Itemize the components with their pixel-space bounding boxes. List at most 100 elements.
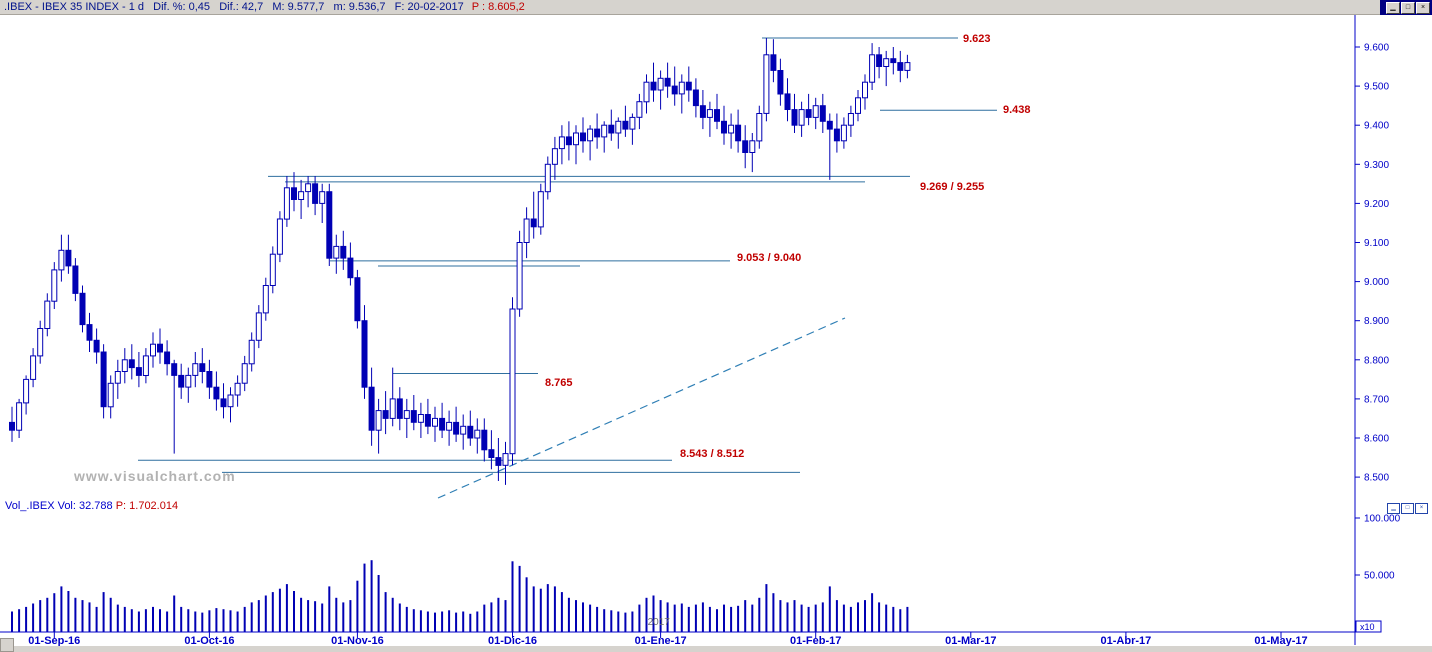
candle-body xyxy=(319,191,326,204)
candle xyxy=(403,398,410,438)
candle-body xyxy=(883,58,890,68)
candle-body xyxy=(495,457,502,466)
candle xyxy=(685,66,692,102)
candle-body xyxy=(481,429,488,451)
candle xyxy=(248,332,255,372)
candle xyxy=(601,121,608,153)
volume-bar xyxy=(687,606,690,632)
volume-bar xyxy=(412,609,415,632)
candle xyxy=(368,367,375,446)
candle-body xyxy=(135,367,142,376)
candle xyxy=(509,297,516,466)
volume-bar xyxy=(264,595,267,632)
volume-bar xyxy=(511,561,514,632)
volume-bar xyxy=(123,606,126,632)
candle xyxy=(770,39,777,83)
candle xyxy=(432,406,438,442)
volume-bar xyxy=(546,584,549,632)
candle-body xyxy=(23,378,30,404)
volume-bar xyxy=(314,601,317,632)
candle-body xyxy=(869,54,876,83)
volume-bar xyxy=(194,611,197,632)
candle xyxy=(262,277,269,321)
volume-bar xyxy=(857,602,859,632)
candle-body xyxy=(30,355,37,380)
candle-body xyxy=(16,402,23,431)
price-tick-label: 9.000 xyxy=(1364,277,1389,288)
volume-bar xyxy=(575,600,577,632)
candle xyxy=(424,398,431,435)
candle xyxy=(862,74,868,110)
volume-bar xyxy=(419,610,422,632)
volume-bar xyxy=(81,600,84,632)
volume-label: Vol_.IBEX Vol: 32.788 xyxy=(5,500,113,512)
volume-maximize-button[interactable]: □ xyxy=(1401,503,1414,514)
candle-body xyxy=(516,242,523,310)
candle-body xyxy=(826,120,833,130)
candle-body xyxy=(326,191,333,259)
candle xyxy=(742,125,749,169)
volume-bar xyxy=(553,586,556,632)
volume-bar xyxy=(137,611,140,632)
volume-bar xyxy=(215,608,218,632)
year-label: 2017 xyxy=(648,617,671,628)
close-button[interactable]: × xyxy=(1416,1,1430,14)
candle-body xyxy=(890,58,897,64)
candle xyxy=(805,93,812,126)
candle-body xyxy=(558,136,565,150)
volume-bar xyxy=(229,610,232,632)
minimize-button[interactable]: ▁ xyxy=(1386,1,1400,14)
volume-bar xyxy=(278,588,281,632)
candle-body xyxy=(678,81,685,95)
volume-bar xyxy=(285,584,288,632)
volume-window-controls: ▁ □ × xyxy=(1387,503,1428,514)
resize-corner[interactable] xyxy=(0,638,14,652)
volume-bar xyxy=(25,606,28,632)
volume-bar xyxy=(518,565,521,632)
candle-body xyxy=(573,132,579,146)
chart-titlebar[interactable]: .IBEX - IBEX 35 INDEX - 1 d Dif. %: 0,45… xyxy=(0,0,1432,15)
volume-bar xyxy=(652,595,655,632)
volume-close-button[interactable]: × xyxy=(1415,503,1428,514)
volume-bar xyxy=(800,604,803,632)
candle-body xyxy=(530,218,537,228)
candle xyxy=(537,183,544,235)
candle-body xyxy=(714,109,720,122)
candle xyxy=(185,367,192,403)
candle-body xyxy=(749,140,756,154)
candle xyxy=(840,117,847,149)
volume-minimize-button[interactable]: ▁ xyxy=(1387,503,1400,514)
candle-body xyxy=(37,328,44,357)
volume-bar xyxy=(18,609,21,632)
candle-body xyxy=(770,54,777,71)
candle xyxy=(890,47,897,75)
candle xyxy=(51,262,58,309)
candle-body xyxy=(784,93,791,111)
volume-bar xyxy=(617,611,620,632)
candle-body xyxy=(298,191,305,200)
volume-bar xyxy=(236,611,239,632)
price-tick-label: 8.800 xyxy=(1364,355,1389,366)
volume-bar xyxy=(32,603,35,632)
candle xyxy=(157,328,163,364)
volume-multiplier-box xyxy=(1355,620,1382,633)
candle-body xyxy=(664,77,671,87)
volume-bar xyxy=(434,612,436,632)
volume-bar xyxy=(772,593,775,632)
candle xyxy=(283,176,290,227)
level-price-label: 9.053 / 9.040 xyxy=(737,252,801,264)
candle-body xyxy=(199,363,206,373)
candle-body xyxy=(375,410,382,431)
volume-bar xyxy=(490,602,493,632)
candle-body xyxy=(643,81,650,103)
candle xyxy=(312,176,319,216)
candle-body xyxy=(756,113,763,142)
candle xyxy=(206,359,213,399)
volume-bar xyxy=(405,606,408,632)
maximize-button[interactable]: □ xyxy=(1401,1,1415,14)
candle xyxy=(396,387,403,431)
candle-body xyxy=(601,124,608,138)
candle xyxy=(671,66,678,106)
candle-body xyxy=(615,120,622,134)
